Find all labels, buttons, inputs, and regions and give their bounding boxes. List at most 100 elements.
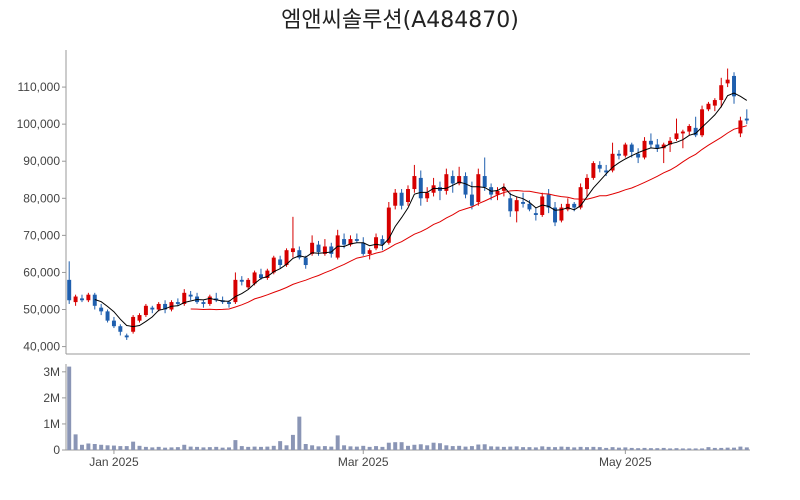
candle-body xyxy=(648,140,653,145)
candle-body xyxy=(578,187,583,208)
candle-body xyxy=(271,257,276,273)
candle-body xyxy=(444,174,449,191)
chart-title: 엠앤씨솔루션(A484870) xyxy=(281,8,519,33)
volume-bar xyxy=(227,447,231,450)
volume-bar xyxy=(137,445,142,450)
candle-body xyxy=(527,203,532,210)
candle-body xyxy=(207,296,212,304)
volume-bar xyxy=(131,441,136,450)
candle-body xyxy=(604,170,609,173)
volume-bar xyxy=(399,442,404,450)
volume-bar xyxy=(527,447,532,450)
candle-body xyxy=(246,279,251,288)
volume-bar xyxy=(693,448,698,450)
volume-bar xyxy=(680,448,685,450)
volume-bar xyxy=(258,446,263,450)
volume-bar xyxy=(700,448,705,450)
volume-bar xyxy=(616,447,621,450)
candle-body xyxy=(687,126,692,132)
candle-body xyxy=(124,335,129,338)
candle-body xyxy=(290,248,295,253)
volume-bar xyxy=(444,445,449,450)
candle-body xyxy=(610,153,615,171)
volume-bar xyxy=(604,447,609,450)
volume-bar xyxy=(725,447,730,450)
volume-bar xyxy=(533,447,538,450)
volume-bar xyxy=(514,446,519,450)
volume-bar xyxy=(585,447,589,450)
volume-bar xyxy=(437,443,442,450)
volume-bar xyxy=(367,446,372,450)
volume-bar xyxy=(195,446,200,450)
price-tick-label: 110,000 xyxy=(18,80,61,94)
volume-bar xyxy=(655,448,660,450)
candle-body xyxy=(284,250,289,266)
candle-body xyxy=(744,118,749,121)
candle-body xyxy=(565,203,570,210)
candle-body xyxy=(73,296,78,303)
volume-bar xyxy=(738,446,743,450)
volume-bar xyxy=(322,446,327,450)
candle-body xyxy=(700,109,705,136)
volume-bar xyxy=(495,446,500,450)
volume-bar xyxy=(597,447,602,450)
candle-body xyxy=(380,239,385,245)
volume-bar xyxy=(393,442,398,450)
candle-body xyxy=(239,279,244,282)
candle-body xyxy=(521,202,526,204)
candle-body xyxy=(732,75,737,97)
volume-tick-label: 3M xyxy=(43,365,60,379)
volume-bar xyxy=(553,447,558,450)
candle-body xyxy=(482,176,487,188)
volume-bar xyxy=(169,447,174,450)
candle-body xyxy=(591,163,596,178)
candle-body xyxy=(214,298,219,301)
volume-bar xyxy=(239,446,244,450)
volume-bar xyxy=(297,416,302,450)
candle-body xyxy=(79,298,84,301)
volume-bar xyxy=(719,447,724,450)
volume-bar xyxy=(354,446,359,450)
volume-bar xyxy=(99,444,104,450)
candle-body xyxy=(712,100,717,106)
price-tick-label: 90,000 xyxy=(23,154,60,168)
price-tick-label: 40,000 xyxy=(23,340,60,354)
candle-body xyxy=(655,144,660,149)
candle-body xyxy=(367,250,372,254)
candle-body xyxy=(623,144,628,156)
candle-body xyxy=(361,242,366,254)
price-tick-label: 70,000 xyxy=(23,228,60,242)
candle-body xyxy=(546,194,551,208)
volume-bar xyxy=(329,446,334,450)
candle-body xyxy=(348,239,353,245)
candle-body xyxy=(342,239,347,245)
volume-bar xyxy=(623,447,628,450)
volume-bar xyxy=(482,444,487,450)
candle-body xyxy=(495,190,500,195)
volume-bar xyxy=(559,446,564,450)
candle-body xyxy=(559,207,564,221)
volume-bar xyxy=(278,441,283,450)
volume-bar xyxy=(425,445,430,450)
candle-body xyxy=(233,279,238,303)
volume-bar xyxy=(271,445,276,450)
candle-body xyxy=(329,246,334,254)
candle-body xyxy=(540,196,545,215)
volume-bar xyxy=(591,446,596,450)
volume-bar xyxy=(86,443,91,450)
candle-body xyxy=(393,192,398,206)
volume-bar xyxy=(342,445,347,450)
volume-bar xyxy=(163,447,168,450)
candle-body xyxy=(386,207,391,243)
volume-tick-label: 0 xyxy=(53,443,60,457)
candle-body xyxy=(642,140,647,158)
candle-body xyxy=(425,192,430,199)
volume-bar xyxy=(565,446,570,450)
volume-bar xyxy=(610,447,615,450)
candles-layer xyxy=(67,68,749,340)
volume-bar xyxy=(540,446,545,450)
volume-bar xyxy=(150,447,155,450)
date-tick-label: Mar 2025 xyxy=(338,455,389,469)
volume-bar xyxy=(374,446,379,450)
